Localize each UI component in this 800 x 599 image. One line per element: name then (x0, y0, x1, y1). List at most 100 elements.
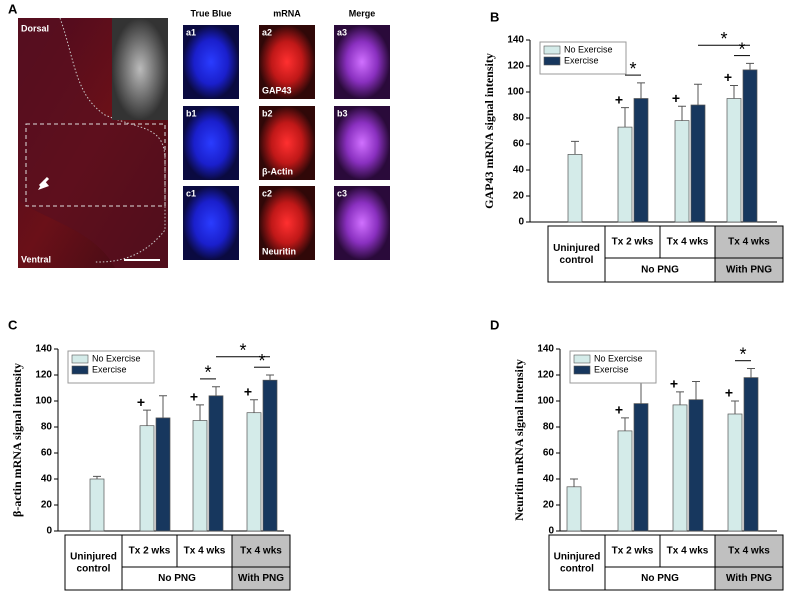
bar (727, 413, 743, 532)
bar (566, 486, 582, 532)
error-bar (676, 391, 684, 405)
bar (672, 404, 688, 532)
x-tick-label: Uninjured control (70, 551, 117, 574)
cell-label: b3 (337, 108, 348, 118)
table-cell (604, 257, 716, 283)
error-bar (747, 368, 755, 378)
significance-star: * (738, 39, 745, 59)
micrograph (259, 186, 315, 260)
table-cell (714, 225, 784, 259)
cell-label: a1 (186, 27, 196, 37)
cell-label: c3 (337, 188, 347, 198)
error-bar (250, 399, 258, 413)
y-tick-label: 60 (543, 448, 555, 459)
error-bar (570, 478, 578, 487)
bar (617, 126, 633, 223)
x-tick-label: Tx 4 wks (240, 546, 282, 557)
legend-swatch (71, 354, 89, 364)
gene-label: β-Actin (262, 166, 293, 176)
legend-label: Exercise (564, 55, 599, 65)
tissue-image (18, 17, 385, 268)
significance-mark: + (190, 389, 198, 405)
group-label: No PNG (641, 265, 679, 276)
micrograph (183, 106, 239, 180)
y-tick-label: 120 (537, 370, 554, 381)
region-label: Ventral (21, 254, 51, 264)
error-bar (730, 85, 738, 99)
bar (192, 420, 208, 532)
significance-mark: + (724, 69, 732, 85)
error-bar (678, 105, 686, 121)
panel-letter: A (8, 1, 18, 16)
y-tick-label: 140 (507, 35, 524, 46)
group-label: No PNG (158, 573, 196, 584)
cell-label: c2 (262, 188, 272, 198)
y-tick-label: 60 (41, 448, 53, 459)
significance-star: * (739, 344, 746, 364)
micrograph (183, 186, 239, 260)
error-bar (159, 395, 167, 418)
error-bar (621, 107, 629, 128)
error-bar (571, 140, 579, 155)
table-cell (659, 534, 716, 568)
x-tick-label: Tx 4 wks (728, 237, 770, 248)
y-tick-label: 140 (35, 344, 52, 355)
y-tick-label: 0 (46, 526, 52, 537)
y-tick-label: 140 (537, 344, 554, 355)
y-tick-label: 40 (543, 474, 555, 485)
significance-star: * (629, 59, 636, 79)
x-tick-label: Uninjured control (554, 551, 601, 574)
x-tick-label: Tx 4 wks (667, 546, 709, 557)
bar (633, 98, 649, 223)
y-axis-label: β-actin mRNA signal intensity (10, 363, 24, 517)
panel-letter: D (490, 317, 499, 332)
y-tick-label: 120 (35, 370, 52, 381)
significance-mark: + (137, 394, 145, 410)
legend-label: Exercise (594, 364, 629, 374)
bar (743, 377, 759, 532)
legend-label: No Exercise (92, 353, 141, 363)
cell-label: c1 (186, 188, 196, 198)
table-cell (231, 534, 291, 568)
bar (155, 417, 171, 532)
micrograph (334, 106, 390, 180)
table-cell (548, 534, 606, 591)
group-label: With PNG (726, 265, 772, 276)
table-cell (714, 566, 784, 591)
bar (246, 412, 262, 532)
cell-label: a3 (337, 27, 347, 37)
y-axis-label: Neuritin mRNA signal intensity (512, 359, 526, 521)
y-tick-label: 40 (41, 474, 53, 485)
x-tick-label: Tx 4 wks (728, 546, 770, 557)
y-tick-label: 0 (518, 217, 524, 228)
y-tick-label: 40 (513, 165, 525, 176)
error-bar (637, 82, 645, 99)
significance-mark: + (725, 385, 733, 401)
cell-label: a2 (262, 27, 272, 37)
cell-label: b2 (262, 108, 273, 118)
column-header: True Blue (190, 8, 231, 18)
y-axis-label: GAP43 mRNA signal intensity (482, 53, 496, 209)
bar (674, 120, 690, 223)
legend-swatch (543, 56, 561, 66)
y-tick-label: 20 (513, 191, 525, 202)
y-tick-label: 20 (41, 500, 53, 511)
error-bar (196, 404, 204, 421)
group-label: With PNG (238, 573, 284, 584)
micrograph (334, 25, 390, 99)
bar (726, 98, 742, 223)
bar (89, 478, 105, 532)
bar (688, 399, 704, 532)
bar (617, 430, 633, 532)
significance-mark: + (672, 90, 680, 106)
y-tick-label: 120 (507, 61, 524, 72)
cell-label: b1 (186, 108, 197, 118)
region-label: Dorsal (21, 23, 49, 33)
legend-swatch (573, 365, 591, 375)
error-bar (621, 417, 629, 431)
x-tick-label: Tx 4 wks (184, 546, 226, 557)
significance-mark: + (670, 376, 678, 392)
bar (208, 395, 224, 532)
significance-mark: + (244, 383, 252, 399)
bar (690, 104, 706, 223)
